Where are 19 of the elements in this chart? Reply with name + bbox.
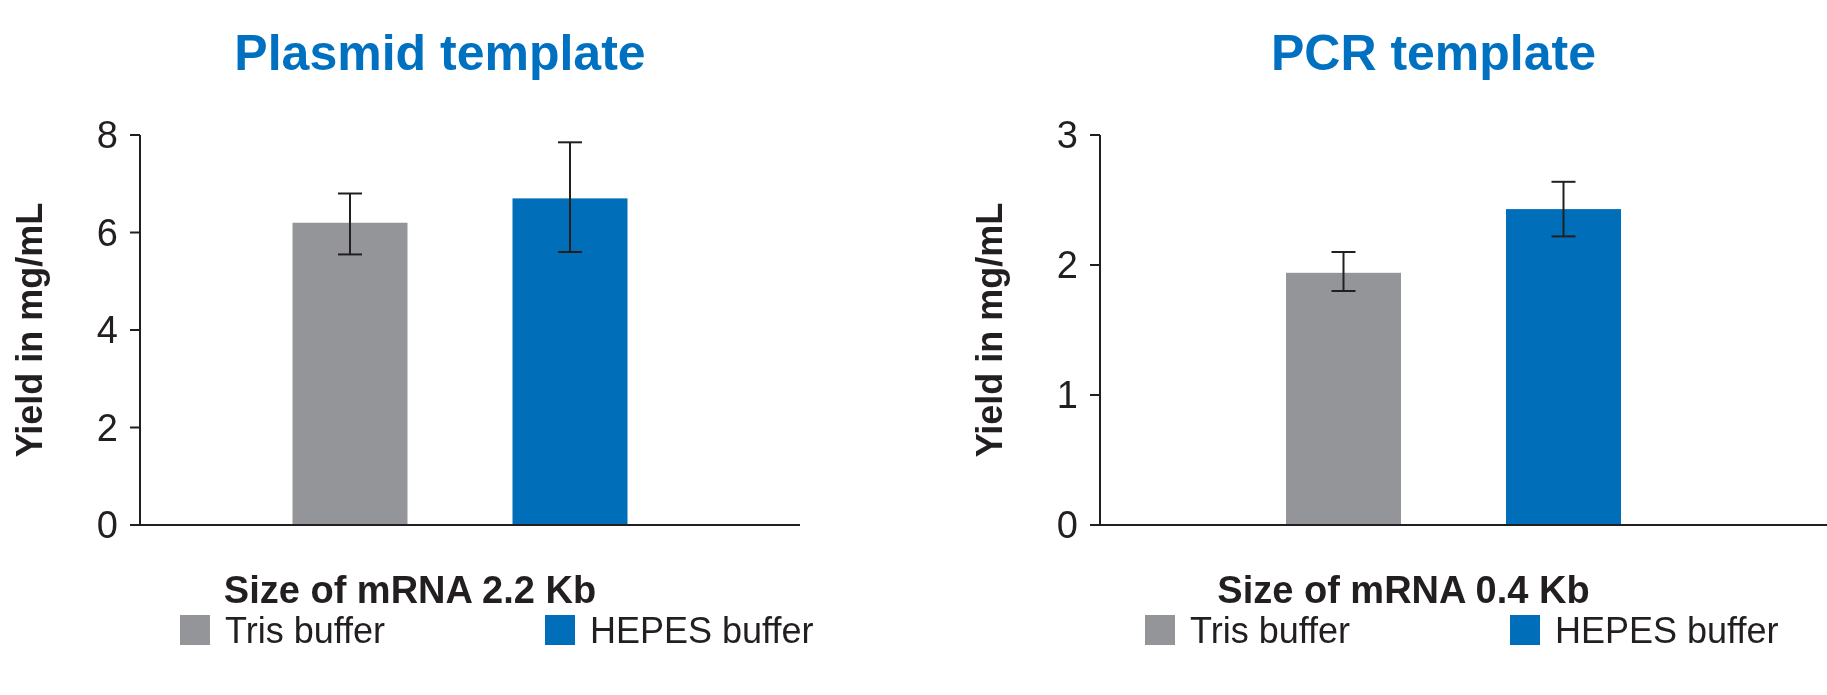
y-axis-title: Yield in mg/mL: [9, 202, 50, 458]
x-axis-title: Size of mRNA 2.2 Kb: [223, 569, 597, 611]
legend-label: HEPES buffer: [1555, 609, 1779, 651]
y-tick-label: 8: [96, 114, 118, 157]
chart-title: PCR template: [1270, 25, 1597, 81]
x-axis-title: Size of mRNA 0.4 Kb: [1217, 569, 1590, 611]
legend-label: HEPES buffer: [590, 609, 814, 651]
y-axis-title: Yield in mg/mL: [969, 202, 1010, 458]
y-tick-label: 3: [1056, 114, 1078, 157]
y-tick-label: 1: [1056, 374, 1078, 417]
y-tick-label: 0: [96, 504, 118, 547]
y-tick-label: 6: [96, 211, 118, 254]
y-tick-label: 4: [96, 309, 118, 352]
y-tick-label: 2: [96, 406, 118, 449]
chart-title: Plasmid template: [234, 25, 646, 81]
legend-label: Tris buffer: [225, 609, 386, 651]
y-tick-label: 2: [1056, 244, 1078, 287]
legend-label: Tris buffer: [1190, 609, 1351, 651]
y-tick-label: 0: [1056, 504, 1078, 547]
